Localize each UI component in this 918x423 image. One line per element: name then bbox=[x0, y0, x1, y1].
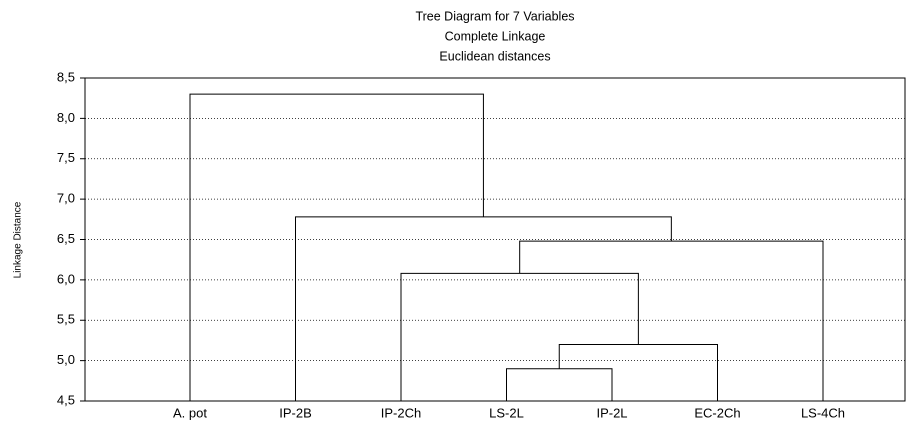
y-tick-label: 7,0 bbox=[57, 191, 75, 206]
y-tick-label: 4,5 bbox=[57, 392, 75, 407]
x-tick-label: LS-4Ch bbox=[801, 405, 845, 420]
link bbox=[189, 93, 484, 401]
x-tick-label: IP-2Ch bbox=[381, 405, 421, 420]
x-tick-label: IP-2B bbox=[279, 405, 312, 420]
chart-title: Tree Diagram for 7 Variables bbox=[415, 9, 574, 23]
chart-subtitle: Complete Linkage bbox=[445, 29, 546, 43]
y-axis-label: Linkage Distance bbox=[13, 201, 24, 278]
x-tick-label: IP-2L bbox=[596, 405, 627, 420]
chart-subtitle: Euclidean distances bbox=[439, 49, 550, 63]
y-tick-label: 8,0 bbox=[57, 110, 75, 125]
x-tick-label: LS-2L bbox=[489, 405, 524, 420]
x-tick-label: EC-2Ch bbox=[694, 405, 740, 420]
link bbox=[519, 240, 824, 401]
link bbox=[295, 216, 672, 401]
link bbox=[558, 343, 718, 401]
y-tick-label: 8,5 bbox=[57, 69, 75, 84]
y-tick-label: 6,5 bbox=[57, 231, 75, 246]
y-tick-label: 5,5 bbox=[57, 312, 75, 327]
link bbox=[400, 272, 639, 401]
y-tick-label: 5,0 bbox=[57, 352, 75, 367]
link bbox=[506, 368, 613, 401]
y-tick-label: 6,0 bbox=[57, 271, 75, 286]
y-tick-label: 7,5 bbox=[57, 150, 75, 165]
x-tick-label: A. pot bbox=[173, 405, 207, 420]
